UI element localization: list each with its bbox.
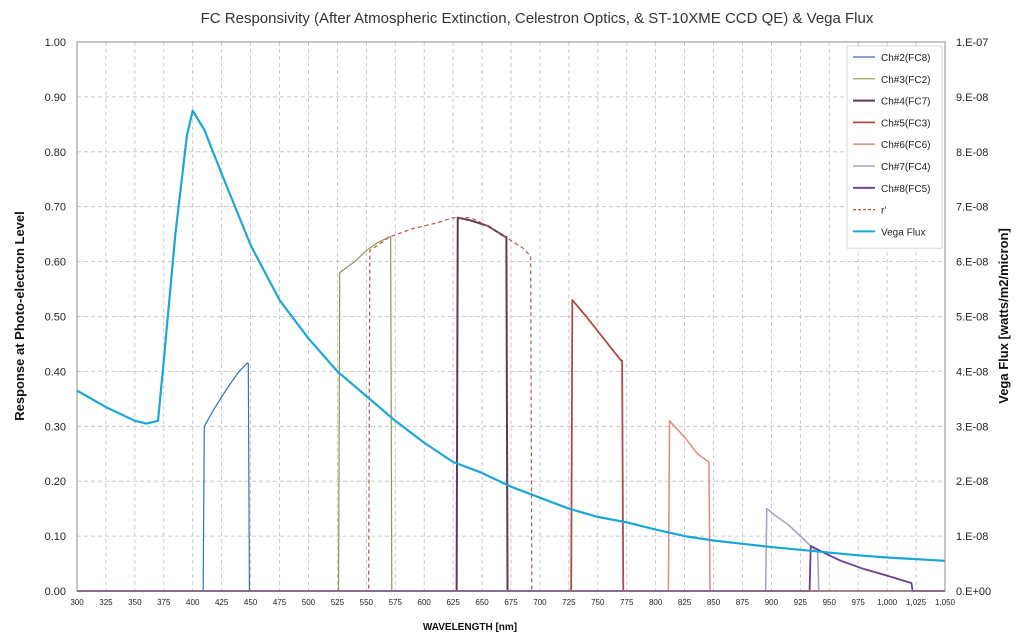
x-tick-label: 725	[562, 598, 576, 607]
x-tick-label: 475	[273, 598, 287, 607]
series-line-7	[77, 217, 945, 592]
y-tick-label: 0.30	[45, 421, 66, 433]
series-line-6	[77, 545, 945, 592]
y2-tick-label: 2.E-08	[956, 476, 988, 488]
chart-title: FC Responsivity (After Atmospheric Extin…	[201, 10, 874, 27]
y-tick-labels: 0.00 0.10 0.20 0.30 0.40 0.50 0.60 0.70 0.80 0.90…	[45, 37, 66, 598]
series-line-3	[77, 299, 945, 592]
y2-tick-label: 1.E-08	[956, 531, 988, 543]
x-tick-label: 775	[620, 598, 634, 607]
data-series	[76, 109, 946, 592]
series-line-0	[77, 362, 945, 592]
x-axis-title: WAVELENGTH [nm]	[423, 622, 517, 633]
x-tick-label: 550	[360, 598, 374, 607]
x-tick-label: 650	[475, 598, 489, 607]
x-tick-label: 950	[823, 598, 837, 607]
legend-label: Vega Flux	[881, 227, 925, 238]
y2-tick-label: 3.E-08	[956, 421, 988, 433]
y-tick-label: 0.70	[45, 202, 66, 214]
x-tick-label: 850	[707, 598, 721, 607]
x-tick-label: 1,000	[877, 598, 898, 607]
y2-tick-label: 9.E-08	[956, 92, 988, 104]
y2-tick-labels: 0.E+00 1.E-08 2.E-08 3.E-08 4.E-08 5.E-08 6.E-…	[956, 37, 991, 598]
y-tick-label: 0.50	[45, 312, 66, 324]
y-tick-label: 0.10	[45, 531, 66, 543]
y2-tick-label: 4.E-08	[956, 366, 988, 378]
x-tick-label: 1,025	[906, 598, 927, 607]
legend-label: r'	[881, 206, 886, 217]
legend-label: Ch#3(FC2)	[881, 75, 930, 86]
y-tick-label: 0.20	[45, 476, 66, 488]
x-tick-label: 1,050	[935, 598, 956, 607]
x-tick-label: 300	[70, 598, 84, 607]
x-tick-label: 875	[736, 598, 750, 607]
series-line-4	[77, 420, 945, 592]
y2-tick-label: 6.E-08	[956, 257, 988, 269]
legend-label: Ch#6(FC6)	[881, 140, 930, 151]
y-tick-label: 0.40	[45, 366, 66, 378]
x-tick-label: 750	[591, 598, 605, 607]
x-tick-label: 400	[186, 598, 200, 607]
legend: Ch#2(FC8) Ch#3(FC2) Ch#4(FC7) Ch#5(FC3) Ch#6…	[846, 45, 943, 249]
legend-label: Ch#7(FC4)	[881, 162, 930, 173]
x-tick-label: 925	[794, 598, 808, 607]
y-tick-label: 1.00	[45, 37, 66, 49]
legend-label: Ch#5(FC3)	[881, 118, 930, 129]
y2-tick-label: 0.E+00	[956, 586, 991, 598]
x-tick-label: 975	[852, 598, 866, 607]
x-tick-label: 700	[533, 598, 547, 607]
x-tick-label: 675	[504, 598, 518, 607]
series-line-5	[77, 507, 945, 592]
y-tick-label: 0.90	[45, 92, 66, 104]
legend-label: Ch#4(FC7)	[881, 97, 930, 108]
series-line-8	[76, 109, 946, 562]
x-tick-label: 575	[389, 598, 403, 607]
y2-tick-label: 8.E-08	[956, 147, 988, 159]
plot-frame	[76, 41, 946, 592]
plot-area-border	[76, 41, 946, 592]
y-axis-title: Response at Photo-electron Level	[12, 211, 27, 421]
legend-box	[846, 45, 943, 249]
x-tick-label: 450	[244, 598, 258, 607]
y2-tick-label: 5.E-08	[956, 312, 988, 324]
x-tick-label: 500	[302, 598, 316, 607]
legend-label: Ch#2(FC8)	[881, 53, 930, 64]
y-tick-label: 0.60	[45, 257, 66, 269]
y-tick-label: 0.00	[45, 586, 66, 598]
x-tick-label: 825	[678, 598, 692, 607]
x-tick-label: 600	[418, 598, 432, 607]
x-tick-label: 900	[765, 598, 779, 607]
x-tick-label: 800	[649, 598, 663, 607]
y2-axis-title: Vega Flux [watts/m2/micron]	[996, 228, 1011, 404]
x-tick-label: 625	[446, 598, 460, 607]
grid	[76, 41, 946, 592]
x-tick-label: 425	[215, 598, 229, 607]
y2-tick-label: 7.E-08	[956, 202, 988, 214]
x-tick-label: 350	[128, 598, 142, 607]
x-tick-label: 375	[157, 598, 171, 607]
y-tick-label: 0.80	[45, 147, 66, 159]
y2-tick-label: 1.E-07	[956, 37, 988, 49]
legend-label: Ch#8(FC5)	[881, 184, 930, 195]
series-line-1	[77, 236, 945, 592]
x-tick-label: 325	[99, 598, 113, 607]
x-tick-labels: 300 325 350 375 400 425 450 475 500 525 550 575 600 6…	[70, 598, 955, 607]
x-tick-label: 525	[331, 598, 345, 607]
